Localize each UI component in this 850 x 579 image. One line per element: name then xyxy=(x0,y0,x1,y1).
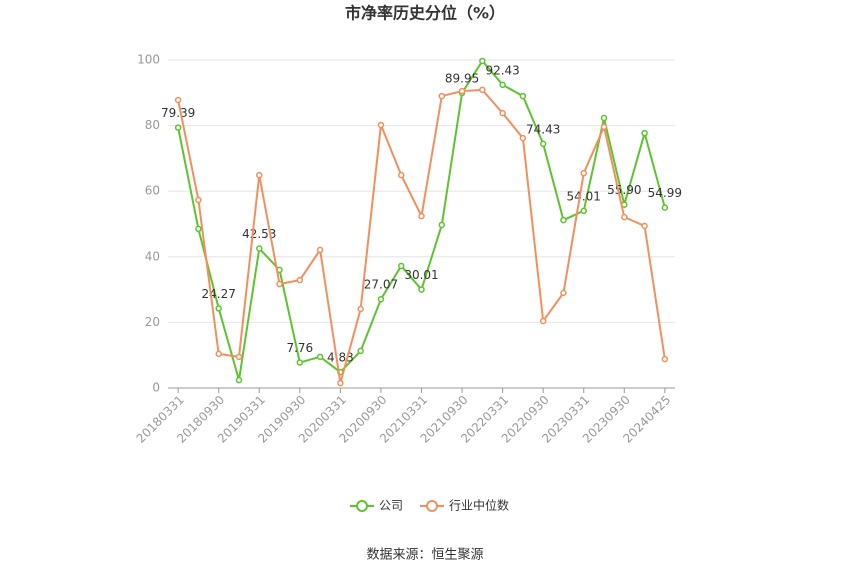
point xyxy=(539,140,547,148)
legend-label: 行业中位数 xyxy=(449,498,509,513)
point xyxy=(499,81,506,89)
point xyxy=(641,129,648,137)
point xyxy=(256,245,263,252)
point xyxy=(418,212,425,220)
point xyxy=(215,350,222,358)
point xyxy=(418,286,425,293)
point xyxy=(256,171,263,179)
series-line xyxy=(177,59,666,381)
point xyxy=(580,169,587,177)
y-tick-label: 100 xyxy=(137,53,160,67)
point xyxy=(580,207,587,215)
point xyxy=(377,295,385,303)
value-label: 79.39 xyxy=(161,106,195,120)
point xyxy=(600,114,608,122)
y-tick-label: 40 xyxy=(145,249,160,263)
value-label: 54.01 xyxy=(567,189,601,203)
value-label: 92.43 xyxy=(485,63,519,77)
legend-label: 公司 xyxy=(379,499,403,513)
point xyxy=(195,196,202,204)
point xyxy=(357,305,364,313)
value-label: 7.76 xyxy=(286,341,313,355)
value-label: 27.07 xyxy=(364,278,398,292)
point xyxy=(661,355,669,363)
value-label: 4.83 xyxy=(327,351,354,365)
y-tick-label: 0 xyxy=(152,381,160,395)
point xyxy=(357,347,364,355)
y-tick-label: 80 xyxy=(145,118,160,132)
point xyxy=(661,204,669,211)
point xyxy=(377,121,385,129)
point xyxy=(235,376,243,384)
value-label: 42.53 xyxy=(242,227,276,241)
source: 数据来源：恒生聚源 xyxy=(366,548,483,563)
value-label: 89.95 xyxy=(445,71,479,85)
point xyxy=(560,216,567,224)
value-label: 30.01 xyxy=(404,268,438,282)
point xyxy=(174,124,182,131)
value-label: 24.27 xyxy=(202,287,236,301)
value-label: 55.90 xyxy=(607,183,641,197)
point xyxy=(499,109,506,117)
point xyxy=(195,225,202,233)
point xyxy=(397,262,405,270)
chart-title: 市净率历史分位（%） xyxy=(345,4,505,23)
value-label: 74.43 xyxy=(526,122,560,136)
point xyxy=(519,92,527,100)
point xyxy=(600,123,608,131)
point xyxy=(296,276,304,284)
point xyxy=(296,359,304,366)
point xyxy=(641,222,648,230)
point xyxy=(519,134,527,142)
point xyxy=(337,379,344,387)
point xyxy=(276,280,283,288)
y-tick-label: 20 xyxy=(145,315,160,329)
point xyxy=(215,305,222,312)
point xyxy=(316,353,324,361)
point xyxy=(235,353,243,361)
legend-marker xyxy=(426,500,438,512)
point xyxy=(438,221,446,229)
point xyxy=(539,317,547,325)
point xyxy=(458,87,466,95)
point xyxy=(479,86,486,94)
point xyxy=(560,289,567,297)
legend-marker xyxy=(356,500,368,512)
point xyxy=(316,246,324,254)
value-label: 54.99 xyxy=(648,186,682,200)
point xyxy=(174,96,182,104)
point xyxy=(621,213,628,221)
point xyxy=(438,92,446,100)
point xyxy=(397,171,405,179)
point xyxy=(479,57,486,65)
y-tick-label: 60 xyxy=(145,184,160,198)
